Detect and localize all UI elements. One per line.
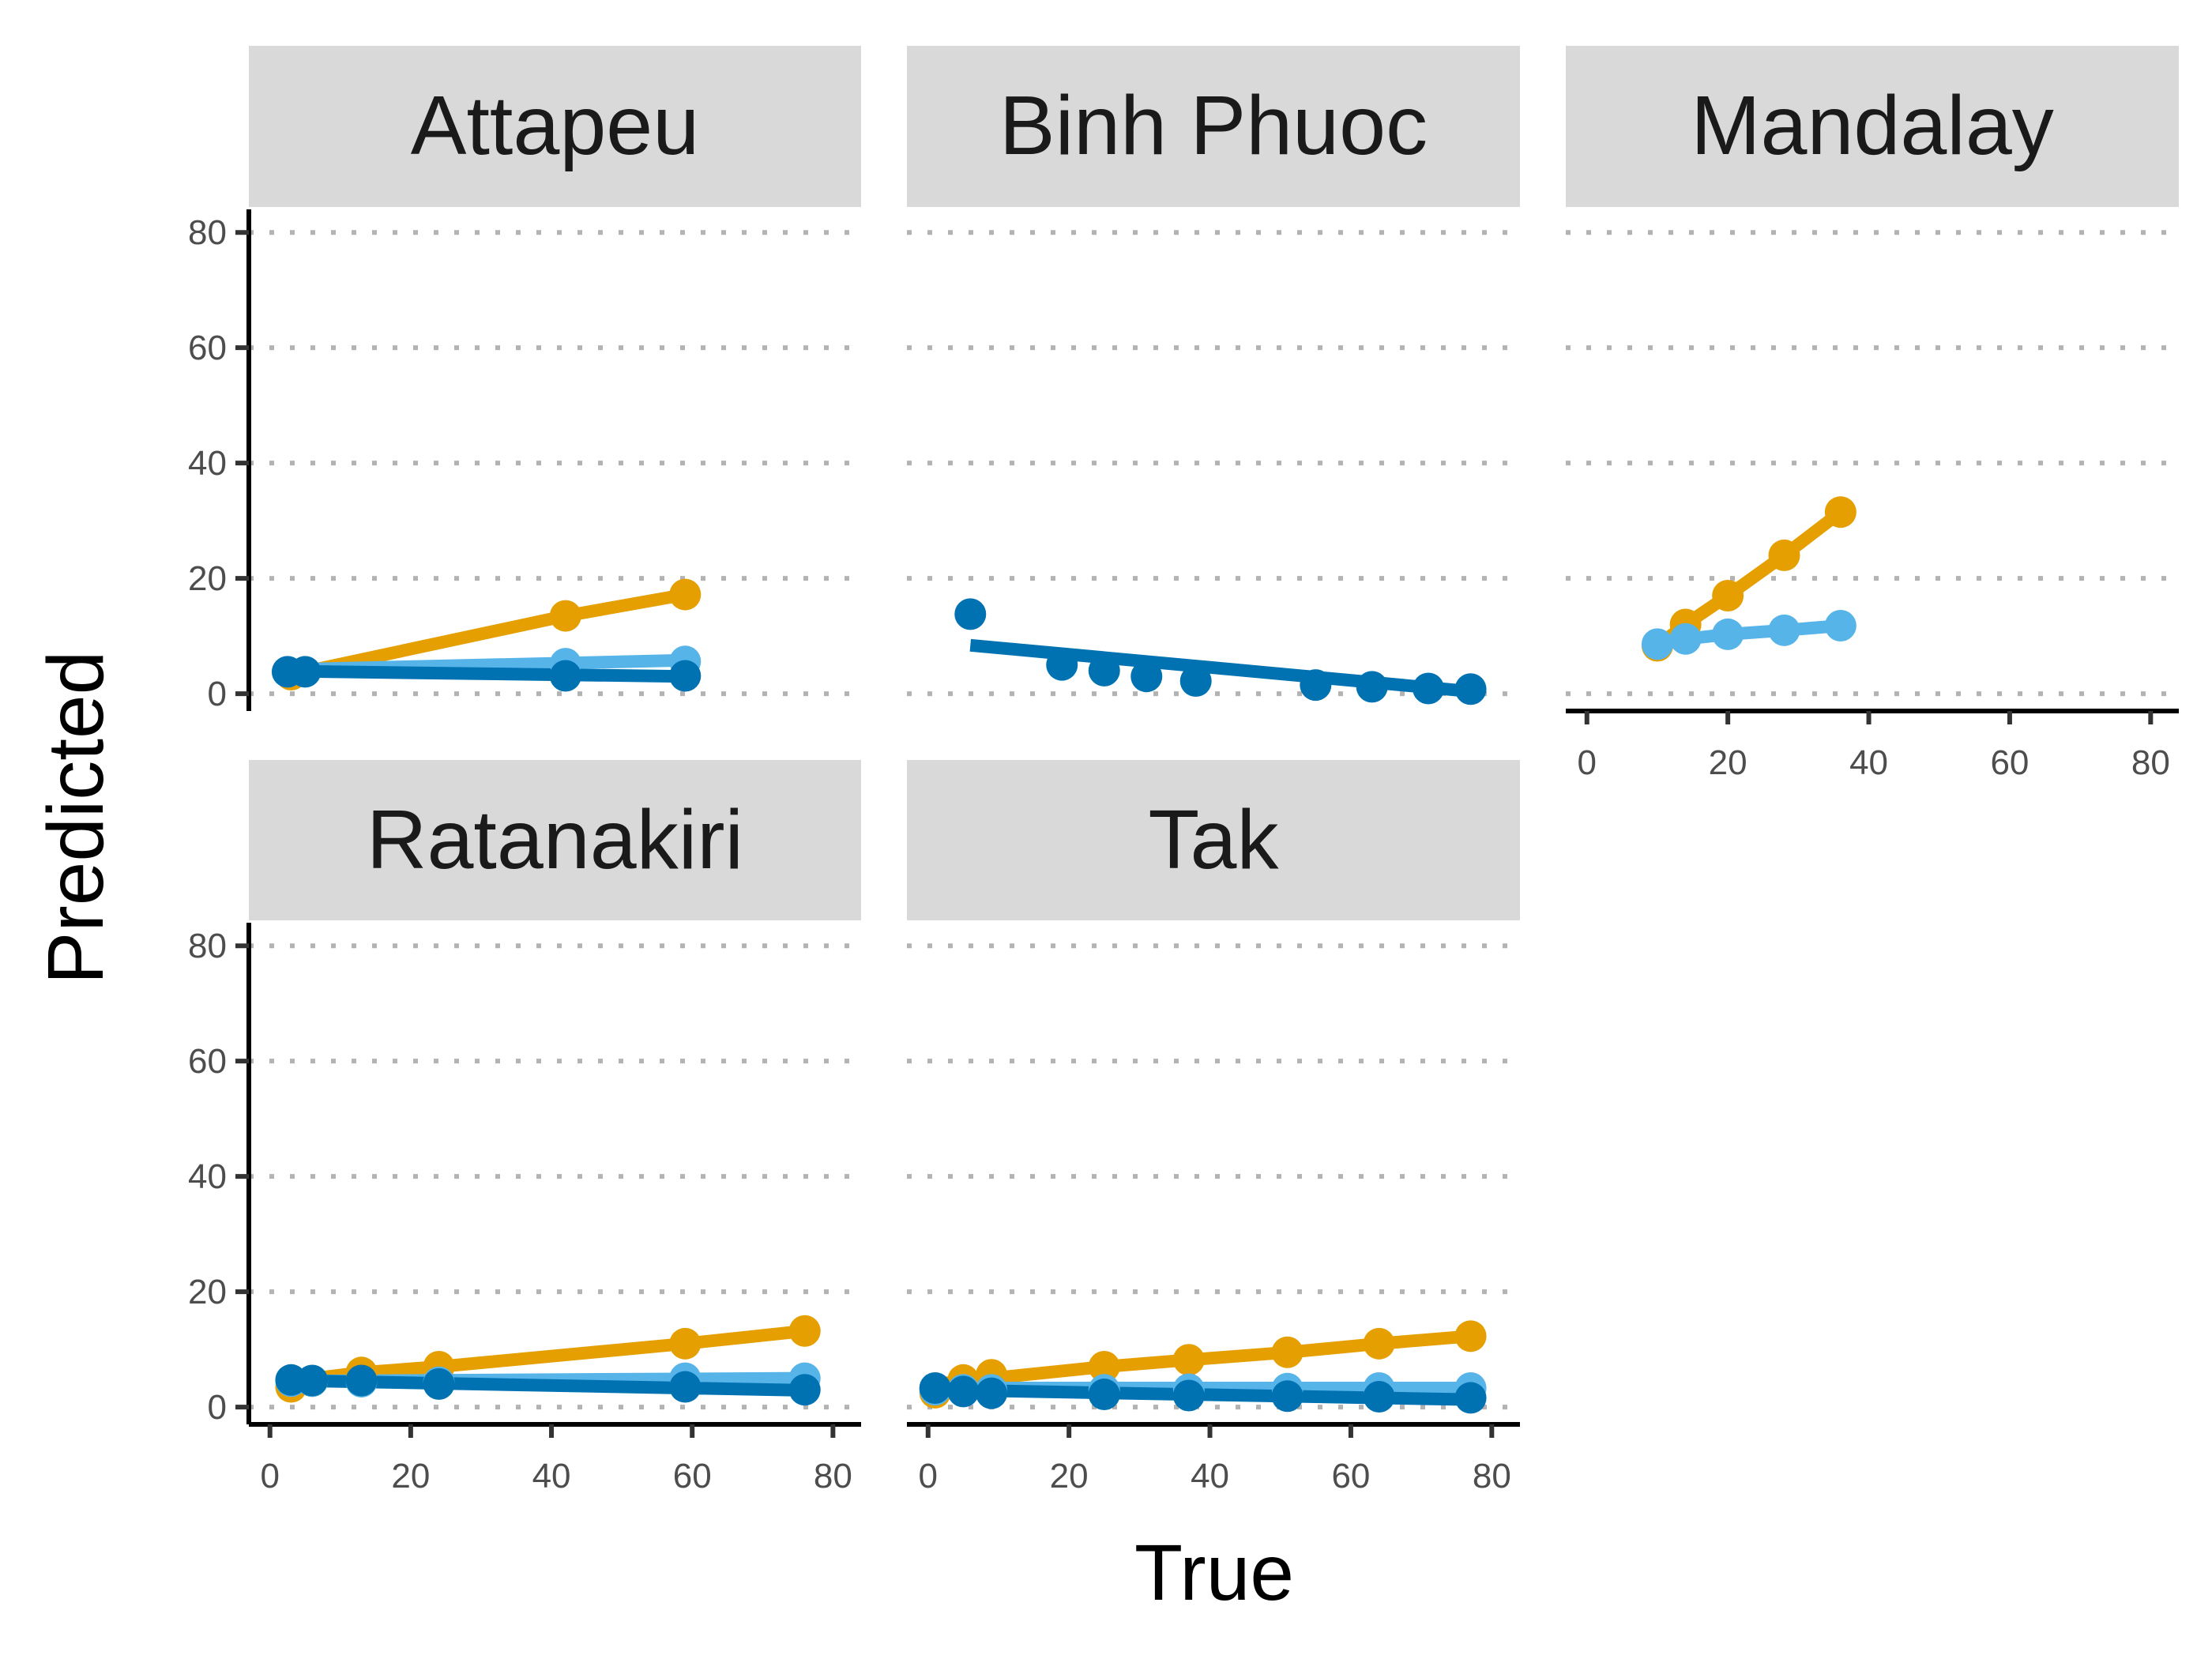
strip-label-tak: Tak [1149, 793, 1280, 886]
data-point-tak-2-0 [919, 1372, 951, 1405]
data-point-binh-phuoc-0-7 [1413, 672, 1445, 705]
data-point-mandalay-0-4 [1824, 496, 1856, 529]
x-tick-label-80: 80 [814, 1457, 852, 1495]
panel-tak: Tak 0 20 40 60 80 [907, 760, 1520, 1495]
x-tick-label-40: 40 [1191, 1457, 1229, 1495]
data-point-tak-0-7 [1454, 1320, 1487, 1352]
y-axis-title: Predicted [32, 651, 120, 984]
data-point-binh-phuoc-0-2 [1088, 654, 1120, 687]
data-point-binh-phuoc-0-5 [1300, 669, 1332, 702]
panel-binh-phuoc: Binh Phuoc [907, 46, 1520, 705]
data-point-mandalay-1-3 [1768, 614, 1800, 646]
x-tick-label-0: 0 [1578, 743, 1597, 782]
data-point-tak-0-6 [1363, 1327, 1395, 1360]
data-point-binh-phuoc-0-1 [1046, 649, 1078, 681]
data-point-tak-0-3 [1088, 1351, 1120, 1383]
y-tick-label-0: 0 [208, 1388, 227, 1427]
data-point-attapeu-2-3 [669, 660, 702, 692]
data-point-ratanakiri-2-4 [669, 1371, 702, 1403]
data-point-ratanakiri-2-1 [296, 1364, 329, 1397]
panels-layer: Attapeu 0 20 40 60 80 Binh Phuoc Mandalay 0 20 40 6… [188, 46, 2179, 1495]
data-point-tak-2-5 [1271, 1380, 1304, 1413]
data-point-mandalay-0-3 [1768, 539, 1800, 571]
strip-attapeu [249, 46, 861, 207]
data-point-binh-phuoc-0-3 [1130, 660, 1163, 693]
series-line-binh-phuoc-0 [969, 638, 1472, 698]
data-point-attapeu-2-2 [549, 660, 581, 692]
data-point-tak-2-4 [1172, 1379, 1205, 1412]
x-tick-label-60: 60 [1331, 1457, 1370, 1495]
x-tick-label-20: 20 [391, 1457, 430, 1495]
y-tick-label-80: 80 [188, 213, 227, 252]
data-point-mandalay-1-0 [1641, 628, 1673, 660]
series-line-attapeu-2 [291, 664, 686, 683]
x-tick-label-20: 20 [1709, 743, 1747, 782]
x-tick-label-0: 0 [260, 1457, 279, 1495]
strip-label-binh-phuoc: Binh Phuoc [999, 79, 1428, 172]
panel-ratanakiri: Ratanakiri 0 20 40 60 80 0 20 40 60 80 [188, 760, 861, 1495]
y-tick-label-80: 80 [188, 927, 227, 965]
data-point-binh-phuoc-0-6 [1356, 671, 1388, 703]
data-point-ratanakiri-2-5 [788, 1374, 821, 1406]
data-point-attapeu-2-1 [289, 656, 322, 688]
y-tick-label-60: 60 [188, 1042, 227, 1081]
strip-label-attapeu: Attapeu [411, 79, 699, 172]
data-point-attapeu-0-1 [549, 600, 581, 632]
x-tick-label-20: 20 [1050, 1457, 1089, 1495]
x-tick-label-40: 40 [532, 1457, 571, 1495]
x-axis-title: True [1134, 1529, 1294, 1617]
y-tick-label-60: 60 [188, 329, 227, 367]
data-point-mandalay-0-2 [1712, 580, 1744, 612]
data-point-attapeu-0-2 [669, 578, 702, 611]
x-tick-label-60: 60 [673, 1457, 712, 1495]
strip-ratanakiri [249, 760, 861, 920]
data-point-tak-2-1 [947, 1375, 980, 1408]
x-tick-label-0: 0 [919, 1457, 938, 1495]
y-tick-label-20: 20 [188, 1273, 227, 1311]
x-tick-label-80: 80 [1473, 1457, 1511, 1495]
y-tick-label-40: 40 [188, 444, 227, 483]
data-point-binh-phuoc-0-0 [954, 598, 987, 630]
strip-binh-phuoc [907, 46, 1520, 207]
y-tick-label-0: 0 [208, 675, 227, 713]
data-point-mandalay-1-4 [1824, 609, 1856, 641]
data-point-tak-2-3 [1088, 1379, 1120, 1411]
panel-attapeu: Attapeu 0 20 40 60 80 [188, 46, 861, 713]
y-tick-label-20: 20 [188, 559, 227, 598]
data-point-ratanakiri-0-5 [788, 1315, 821, 1347]
strip-label-ratanakiri: Ratanakiri [367, 793, 743, 886]
data-point-mandalay-1-2 [1712, 618, 1744, 650]
strip-label-mandalay: Mandalay [1691, 79, 2054, 172]
x-tick-label-60: 60 [1990, 743, 2029, 782]
data-point-tak-2-2 [976, 1377, 1008, 1409]
x-tick-label-80: 80 [2131, 743, 2170, 782]
strip-mandalay [1566, 46, 2179, 207]
data-point-tak-2-7 [1454, 1382, 1487, 1414]
strip-tak [907, 760, 1520, 920]
data-point-mandalay-1-1 [1669, 623, 1702, 655]
data-point-ratanakiri-0-4 [669, 1327, 702, 1360]
x-tick-label-40: 40 [1849, 743, 1888, 782]
data-point-ratanakiri-2-3 [423, 1367, 455, 1400]
data-point-ratanakiri-2-2 [345, 1364, 378, 1397]
data-point-binh-phuoc-0-4 [1179, 665, 1212, 698]
panel-mandalay: Mandalay 0 20 40 60 80 [1566, 46, 2179, 782]
data-point-binh-phuoc-0-8 [1454, 673, 1487, 705]
y-tick-label-40: 40 [188, 1157, 227, 1196]
data-point-tak-2-6 [1363, 1380, 1395, 1413]
data-point-tak-0-4 [1172, 1344, 1205, 1376]
data-point-tak-0-5 [1271, 1336, 1304, 1368]
